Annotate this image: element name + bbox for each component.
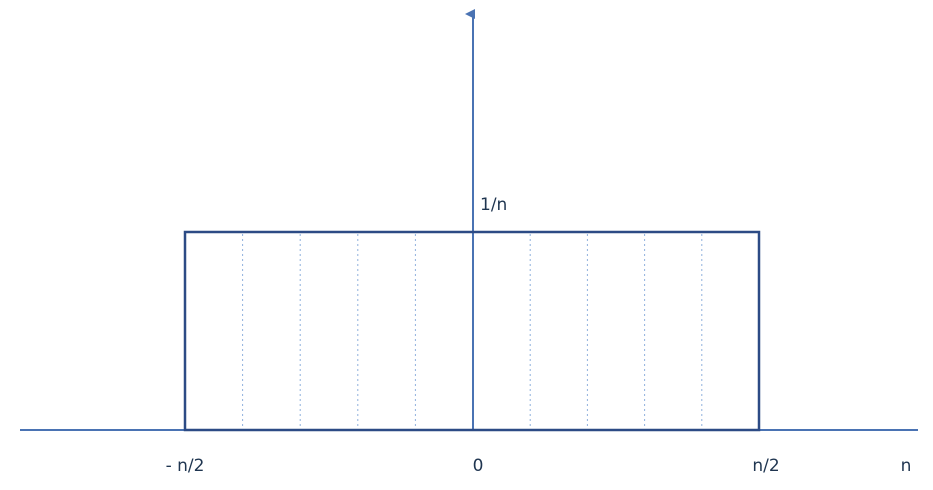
right-edge-label: n/2 xyxy=(752,456,779,476)
peak-label: 1/n xyxy=(480,195,507,215)
distribution-rectangle xyxy=(183,230,761,432)
left-edge-label: - n/2 xyxy=(166,456,205,476)
x-axis-label: n xyxy=(901,456,912,476)
origin-label: 0 xyxy=(473,456,484,476)
